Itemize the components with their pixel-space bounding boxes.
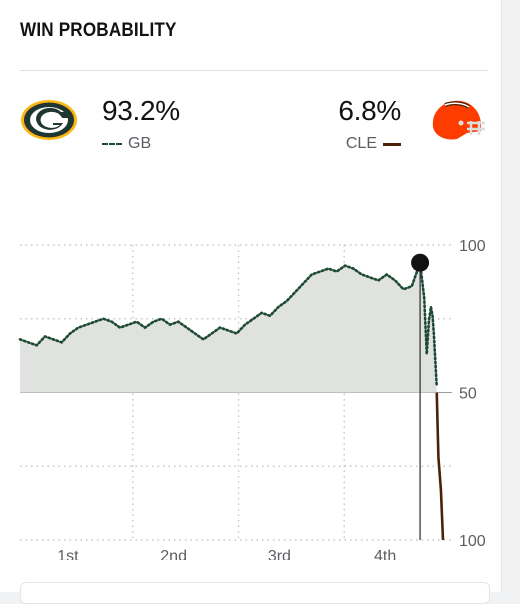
next-card <box>20 582 490 604</box>
x-tick-label: 2nd <box>160 548 187 560</box>
divider <box>20 70 488 71</box>
y-tick-label: 100 <box>459 533 486 550</box>
away-win-percentage: 6.8% <box>338 95 401 126</box>
home-legend: GB <box>102 135 151 153</box>
current-point-marker <box>411 253 430 272</box>
packers-logo-icon[interactable] <box>20 99 78 146</box>
away-team-abbr: CLE <box>345 135 377 152</box>
browns-helmet-icon[interactable] <box>427 97 487 150</box>
away-legend: CLE <box>346 135 401 153</box>
team-away: 6.8% CLE <box>287 95 487 155</box>
gb-series-line <box>18 262 439 388</box>
x-tick-label: 4th <box>374 548 396 560</box>
home-team-abbr: GB <box>128 135 152 152</box>
win-probability-card: WIN PROBABILITY 93.2% GB 6.8% CLE <box>0 0 502 592</box>
win-probability-chart: 100 50 100 1st 2nd 3rd 4th <box>18 238 486 560</box>
home-win-percentage: 93.2% <box>102 95 180 126</box>
cle-series-line <box>435 392 445 541</box>
gb-area <box>20 262 437 393</box>
x-tick-label: 1st <box>57 548 79 560</box>
section-title: WIN PROBABILITY <box>20 20 177 41</box>
x-tick-label: 3rd <box>268 548 291 560</box>
team-home: 93.2% GB <box>20 95 220 155</box>
away-series-swatch <box>383 142 401 146</box>
y-tick-label: 50 <box>459 386 477 403</box>
home-series-swatch <box>102 143 122 145</box>
y-tick-label: 100 <box>459 238 486 255</box>
